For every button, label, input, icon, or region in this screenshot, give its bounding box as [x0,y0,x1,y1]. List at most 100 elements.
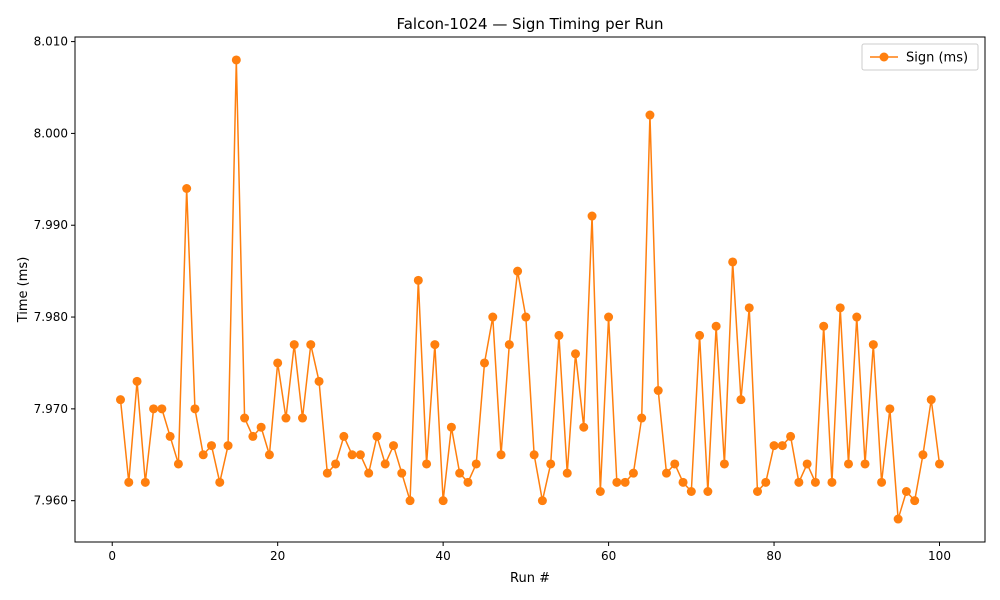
data-point [728,257,738,267]
data-point [430,340,440,350]
data-point [488,312,498,322]
data-point [827,477,837,487]
data-point [910,496,920,506]
data-point [314,376,324,386]
data-point [719,459,729,469]
legend-label: Sign (ms) [906,51,968,66]
data-point [736,395,746,405]
series-layer [116,55,944,524]
data-point [347,450,357,460]
data-point [149,404,159,414]
data-point [662,468,671,478]
x-tick-label: 40 [435,549,450,563]
data-point [405,496,415,506]
data-point [298,413,307,423]
data-point [471,459,481,469]
data-point [612,477,622,487]
data-point [248,431,258,441]
data-point [935,459,944,469]
data-point [571,349,580,359]
data-point [637,413,647,423]
axis-ticks: 0 20 40 60 80 100 7.960 7.970 7.980 7.990 8.000 8.0… [34,35,951,563]
data-point [877,477,887,487]
data-point [628,468,638,478]
series-line [119,59,941,520]
y-tick-label: 8.010 [34,35,68,49]
data-point [372,431,382,441]
y-axis-label: Time (ms) [16,257,31,324]
data-point [273,358,283,368]
x-tick-label: 0 [108,549,116,563]
data-point [761,477,771,487]
data-point [240,413,250,423]
x-tick-label: 60 [601,549,616,563]
data-point [769,441,779,451]
data-point [157,404,167,414]
data-point [926,395,936,405]
data-point [355,450,365,460]
data-point [198,450,208,460]
data-point [140,477,150,487]
data-point [686,487,696,496]
x-tick-label: 100 [928,549,951,563]
data-point [521,312,531,322]
data-point [744,303,754,313]
data-point [835,303,845,313]
data-point [844,459,853,469]
data-point [116,395,125,405]
data-point [389,441,398,451]
data-point [364,468,374,478]
data-point [397,468,407,478]
data-point [455,468,465,478]
data-point [703,487,713,496]
data-point [810,477,820,487]
data-point [504,340,514,350]
data-point [173,459,183,469]
data-point [587,211,597,221]
data-point [322,468,332,478]
x-axis-label: Run # [510,571,550,586]
data-point [753,487,762,496]
data-point [422,459,432,469]
data-point [513,266,523,276]
data-point [918,450,928,460]
data-point [339,431,349,441]
data-point [620,477,630,487]
data-point [190,404,200,414]
data-point [446,422,456,432]
data-point [885,404,895,414]
data-point [554,330,564,340]
data-point [802,459,812,469]
y-tick-label: 7.960 [34,494,68,508]
data-point [256,422,266,432]
data-point [496,450,506,460]
data-point [653,386,663,395]
data-point [868,340,878,350]
y-tick-label: 7.990 [34,218,68,232]
data-point [794,477,804,487]
data-point [645,110,655,120]
data-point [537,496,547,506]
x-tick-label: 80 [766,549,781,563]
data-point [529,450,539,460]
data-point [231,55,241,65]
data-point [546,459,556,469]
data-point [331,459,341,469]
data-point [711,321,721,331]
data-point [413,275,423,285]
y-tick-label: 7.970 [34,402,68,416]
data-point [579,422,589,432]
data-point [165,431,175,441]
data-point [695,330,705,340]
chart-title: Falcon-1024 — Sign Timing per Run [396,15,663,33]
y-tick-label: 8.000 [34,126,68,140]
legend-marker-swatch [879,52,889,62]
x-tick-label: 20 [270,549,285,563]
data-point [215,477,225,487]
data-point [380,459,390,469]
data-point [562,468,572,478]
y-tick-label: 7.980 [34,310,68,324]
data-point [893,514,903,524]
data-point [463,477,473,487]
